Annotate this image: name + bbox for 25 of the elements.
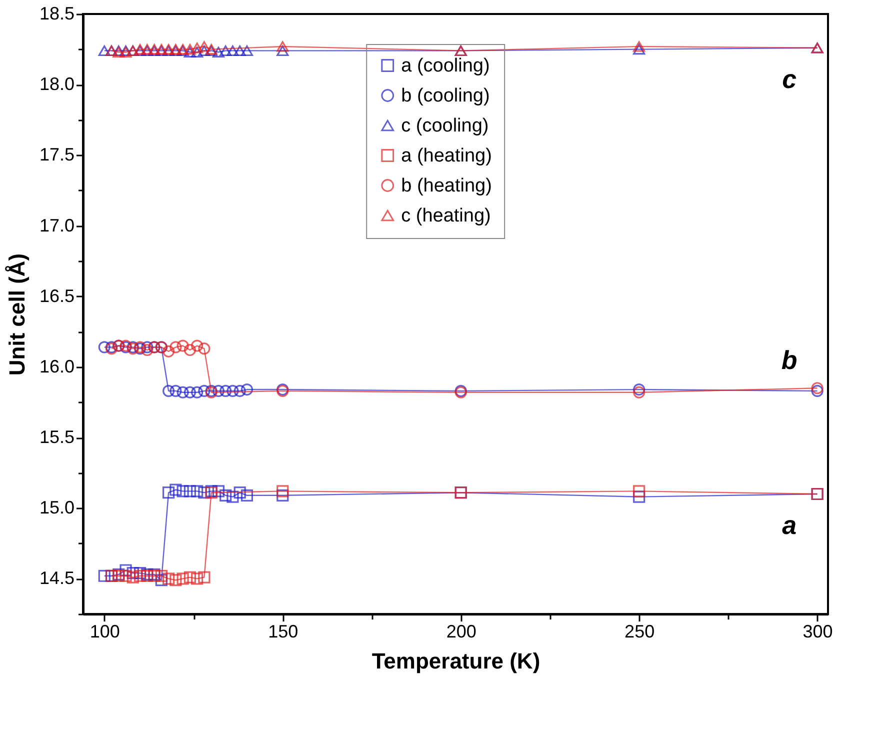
text: 18.0 (39, 74, 74, 94)
y-tick-label: 14.5 (39, 568, 74, 588)
text: 17.0 (39, 215, 74, 236)
legend-label: a (cooling) (401, 56, 490, 76)
x-tick-label: 150 (268, 622, 298, 642)
y-tick-label: 15.5 (39, 427, 74, 448)
x-tick-label: 200 (446, 622, 476, 642)
y-tick-label: 17.5 (39, 144, 74, 165)
annotation: c (782, 64, 798, 94)
x-tick-label: 100 (90, 622, 120, 642)
legend-label: b (heating) (401, 176, 492, 196)
x-tick-label: 300 (802, 622, 833, 642)
text: 16.0 (39, 356, 74, 376)
text: 15.0 (39, 498, 74, 518)
annotation: b (781, 344, 798, 375)
legend-label: c (cooling) (401, 116, 489, 136)
legend-label: b (cooling) (401, 86, 490, 106)
annotation: a (782, 510, 797, 540)
x-axis-title: Temperature (K) (372, 648, 540, 674)
y-axis-title: Unit cell (Å) (4, 253, 30, 376)
y-tick-label: 18.5 (39, 4, 74, 24)
legend-label: a (heating) (401, 146, 492, 166)
legend-label: c (heating) (401, 206, 491, 226)
x-tick-label: 250 (624, 622, 655, 642)
y-tick-label: 16.5 (39, 286, 74, 306)
